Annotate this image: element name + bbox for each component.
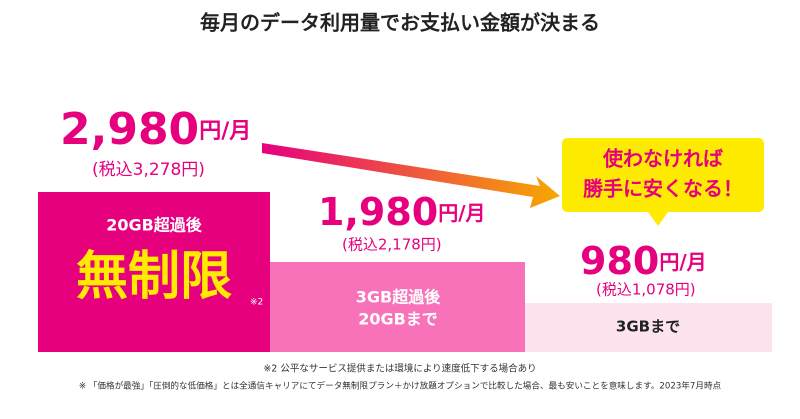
tier-label: 20GBまで: [358, 310, 438, 329]
tier-label: 3GB超過後: [356, 288, 441, 307]
tier-block: [525, 303, 772, 352]
price: 2,980円/月: [60, 104, 251, 155]
arrow: [262, 143, 560, 208]
callout-text: 勝手に安くなる！: [583, 177, 743, 201]
tax-price: (税込3,278円): [92, 160, 205, 180]
tier-block: [38, 192, 270, 352]
tier-label: 3GBまで: [616, 318, 680, 336]
callout-text: 使わなければ: [602, 147, 723, 171]
note: ※2: [250, 298, 263, 308]
tier-label: 無制限: [76, 247, 232, 307]
tax-price: (税込2,178円): [342, 236, 442, 254]
price: 980円/月: [580, 239, 707, 283]
tax-price: (税込1,078円): [596, 281, 696, 299]
callout-bubble: [562, 138, 764, 226]
title: 毎月のデータ利用量でお支払い金額が決まる: [200, 11, 600, 35]
footnote: ※ 「価格が最強」「圧倒的な低価格」とは全通信キャリアにてデータ無制限プラン＋か…: [79, 380, 722, 392]
tier-label: 20GB超過後: [106, 216, 203, 235]
tier-block: [270, 262, 525, 352]
footnote: ※2 公平なサービス提供または環境により速度低下する場合あり: [263, 363, 536, 375]
price: 1,980円/月: [318, 190, 486, 234]
